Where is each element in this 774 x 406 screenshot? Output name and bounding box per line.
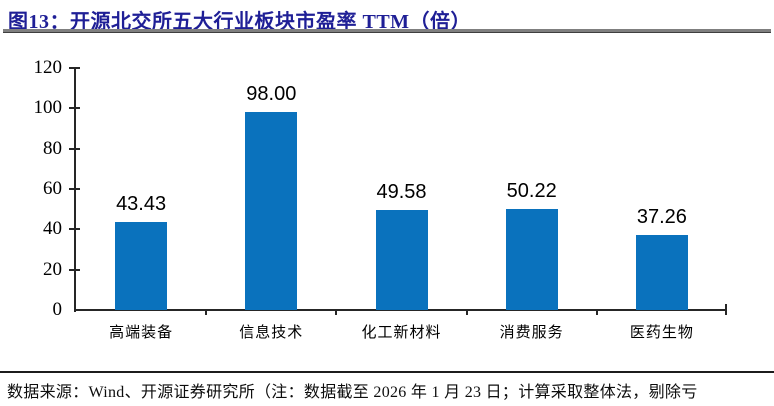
y-tick-label: 80: [43, 137, 62, 159]
bar: [115, 222, 168, 310]
x-axis-end-tick: [725, 304, 727, 315]
title-divider-rule: [3, 29, 771, 33]
x-category-label: 化工新材料: [361, 325, 442, 341]
x-axis-line: [74, 309, 727, 311]
bar: [375, 210, 428, 310]
x-tick: [335, 311, 338, 315]
y-tick-label: 40: [43, 218, 62, 240]
figure-title: 图13：开源北交所五大行业板块市盈率 TTM（倍）: [8, 11, 472, 33]
bar-value-label: 49.58: [376, 181, 427, 203]
y-tick-label: 0: [52, 299, 63, 320]
x-category-label: 消费服务: [499, 325, 564, 341]
bar: [245, 112, 298, 310]
x-tick: [205, 311, 208, 315]
x-tick: [595, 311, 598, 315]
bar-value-label: 98.00: [246, 83, 297, 106]
x-category-label: 信息技术: [239, 325, 304, 341]
bar-value-label: 37.26: [636, 205, 687, 228]
x-tick: [465, 311, 468, 315]
y-tick-label: 100: [33, 97, 63, 119]
y-tick: [69, 268, 80, 271]
y-tick-label: 60: [43, 178, 62, 199]
footer-divider-rule: [0, 371, 774, 373]
y-tick: [69, 228, 80, 231]
y-tick: [69, 147, 80, 150]
y-tick: [69, 188, 80, 190]
y-tick: [69, 67, 80, 69]
bar: [635, 234, 688, 310]
x-category-label: 医药生物: [629, 325, 694, 341]
bar-value-label: 43.43: [116, 193, 167, 216]
y-axis-line: [74, 68, 76, 312]
bar: [505, 208, 558, 310]
x-category-label: 高端装备: [109, 325, 174, 341]
bar-chart: 0 20 40 60 80 100 120 43.43 高端装备 98.00 信息技术 49.58 化工…: [33, 57, 727, 341]
y-tick: [69, 107, 80, 110]
y-tick-label: 20: [43, 258, 62, 280]
y-tick-label: 120: [33, 57, 63, 78]
data-source-note: 数据来源：Wind、开源证券研究所（注：数据截至 2026 年 1 月 23 日…: [7, 384, 698, 401]
bar-value-label: 50.22: [506, 179, 557, 202]
